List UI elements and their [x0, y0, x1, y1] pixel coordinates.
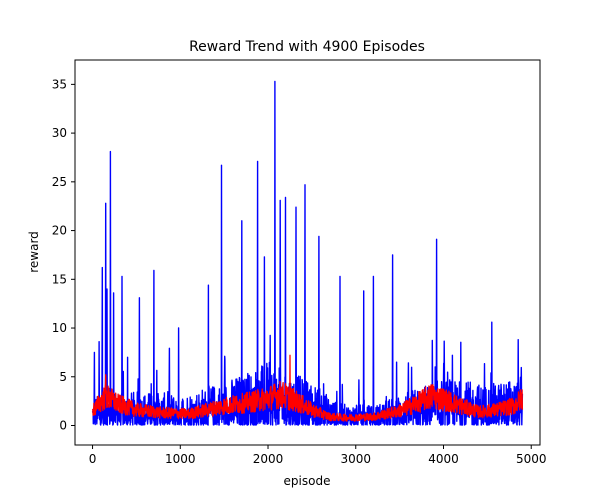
y-tick-label: 15 — [52, 272, 67, 286]
x-tick-label: 5000 — [516, 452, 547, 466]
x-tick-label: 0 — [89, 452, 97, 466]
y-tick-label: 5 — [59, 370, 67, 384]
moving-average-series-line — [91, 354, 524, 422]
x-axis: 0 1000 2000 3000 4000 5000 — [89, 445, 547, 466]
x-tick-label: 3000 — [340, 452, 371, 466]
y-tick-label: 20 — [52, 224, 67, 238]
series-layer — [91, 80, 524, 426]
y-tick-label: 10 — [52, 321, 67, 335]
y-tick-label: 25 — [52, 175, 67, 189]
x-axis-label: episode — [284, 474, 331, 488]
y-tick-label: 30 — [52, 126, 67, 140]
y-tick-label: 35 — [52, 77, 67, 91]
chart-title: Reward Trend with 4900 Episodes — [189, 39, 425, 55]
y-axis-label: reward — [27, 231, 41, 273]
x-tick-label: 4000 — [428, 452, 459, 466]
y-axis: 0 5 10 15 20 25 30 35 — [52, 77, 75, 433]
y-tick-label: 0 — [59, 419, 67, 433]
x-tick-label: 1000 — [165, 452, 196, 466]
plot-frame — [74, 59, 541, 446]
x-tick-label: 2000 — [253, 452, 284, 466]
